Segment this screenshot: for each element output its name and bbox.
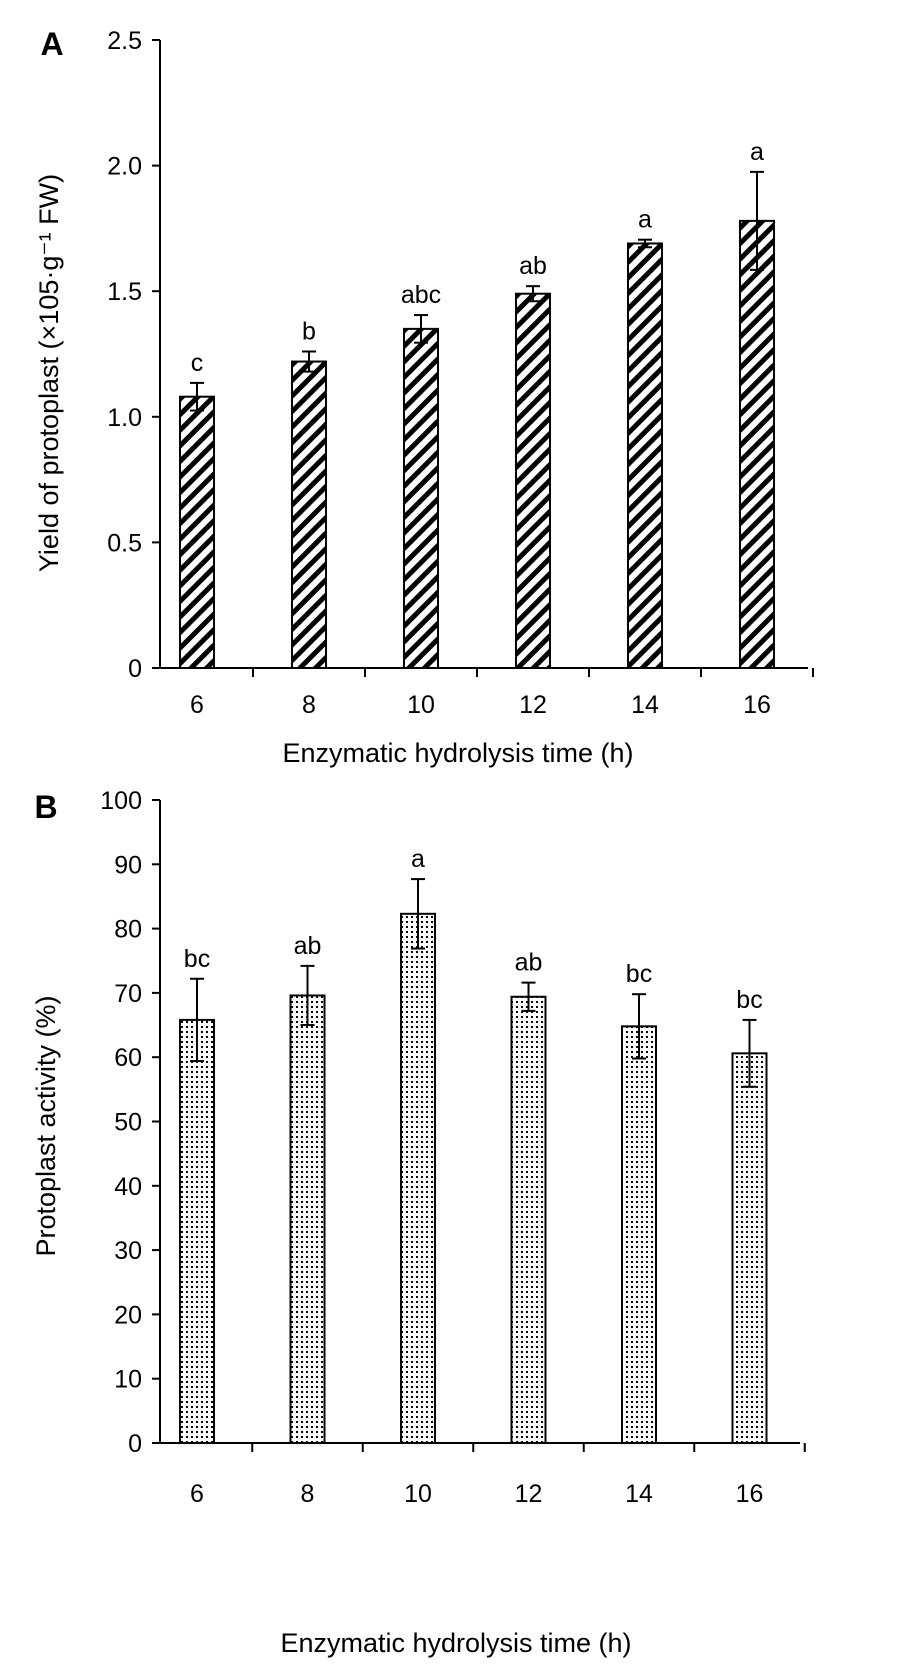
- panel-a-y-tick-label: 2.5: [107, 27, 142, 55]
- panel-a-error-bar-16: [750, 170, 764, 271]
- panel-a-error-bar-14: [638, 238, 652, 249]
- panel-b-bar-14: [621, 1025, 657, 1445]
- panel-b-y-tick-label: 50: [114, 1109, 142, 1137]
- panel-a-y-tick-label: 0.5: [107, 529, 142, 557]
- panel-b-error-bar-12: [521, 981, 536, 1012]
- panel-a-significance-label-6: c: [191, 349, 204, 377]
- panel-b-y-tick-label: 20: [114, 1301, 142, 1329]
- panel-a-bar-10: [403, 327, 439, 669]
- panel-a-x-tick-label: 12: [519, 691, 547, 719]
- panel-a-y-tick-label: 0: [128, 655, 142, 683]
- panel-b-y-axis-title: Protoplast activity (%): [31, 995, 61, 1256]
- panel-a-x-tick-label: 10: [407, 691, 435, 719]
- panel-b-x-tick-label: 8: [301, 1480, 315, 1508]
- panel-b-x-axis-title: Enzymatic hydrolysis time (h): [280, 1628, 631, 1658]
- panel-a-y-tick-label: 1.5: [107, 278, 142, 306]
- panel-b-significance-label-10: a: [411, 845, 425, 873]
- panel-b-significance-label-12: ab: [515, 949, 543, 977]
- panel-a-error-bar-8: [302, 350, 316, 373]
- panel-b-error-bar-6: [190, 977, 204, 1063]
- panel-a-bar-14: [627, 242, 663, 670]
- panel-a-x-axis-title: Enzymatic hydrolysis time (h): [282, 738, 633, 768]
- panel-a-error-bar-10: [414, 314, 428, 344]
- panel-b-x-tick-label: 6: [190, 1480, 204, 1508]
- panel-a-x-tick-label: 6: [190, 691, 204, 719]
- panel-b-error-bar-14: [632, 993, 646, 1060]
- panel-b-axes: 0 10 20 30 40 50 60 70 80 90 100: [100, 787, 806, 1458]
- panel-b-error-bar-10: [411, 878, 425, 950]
- panel-b-bar-6: [179, 1018, 215, 1444]
- panel-b-x-tick-label: 12: [515, 1480, 543, 1508]
- panel-b-letter: B: [34, 789, 57, 825]
- panel-a-significance-label-16: a: [750, 138, 764, 166]
- panel-b-y-tick-label: 80: [114, 916, 142, 944]
- panel-a-error-bar-6: [190, 381, 204, 412]
- panel-a-chart: A Yield of protoplast (×105·g⁻¹ FW) Enzy…: [34, 26, 814, 768]
- panel-b-y-tick-label: 100: [100, 787, 142, 815]
- panel-a-significance-label-12: ab: [519, 252, 547, 280]
- panel-b-error-bar-8: [300, 964, 315, 1027]
- panel-b-significance-label-8: ab: [294, 932, 322, 960]
- panel-b-y-tick-label: 10: [114, 1366, 142, 1394]
- panel-b-y-tick-label: 40: [114, 1173, 142, 1201]
- panel-a-x-tick-label: 16: [743, 691, 771, 719]
- panel-a-bar-16: [739, 219, 775, 669]
- panel-a-significance-label-8: b: [302, 317, 316, 345]
- panel-b-significance-label-16: bc: [736, 986, 762, 1014]
- panel-b-bar-16: [731, 1052, 768, 1445]
- panel-b-chart: B Protoplast activity (%) Enzymatic hydr…: [31, 787, 806, 1658]
- panel-b-significance-label-6: bc: [184, 945, 210, 973]
- panel-b-y-tick-label: 30: [114, 1237, 142, 1265]
- panel-b-y-tick-label: 60: [114, 1044, 142, 1072]
- panel-a-y-tick-label: 2.0: [107, 153, 142, 181]
- panel-a-bar-12: [515, 292, 551, 669]
- panel-b-x-tick-label: 14: [625, 1480, 653, 1508]
- panel-b-x-tick-label: 16: [736, 1480, 764, 1508]
- panel-b-significance-label-14: bc: [626, 960, 652, 988]
- panel-b-y-tick-label: 90: [114, 851, 142, 879]
- panel-a-axes: 0 0.5 1.0 1.5 2.0 2.5: [107, 27, 814, 683]
- panel-b-error-bar-16: [742, 1018, 757, 1088]
- panel-a-error-bar-12: [526, 285, 540, 303]
- panel-a-x-tick-label: 8: [302, 691, 316, 719]
- panel-b-bar-8: [289, 994, 326, 1444]
- panel-b-x-tick-label: 10: [404, 1480, 432, 1508]
- panel-a-significance-label-14: a: [638, 206, 652, 234]
- panel-a-letter: A: [40, 26, 63, 62]
- panel-a-bar-6: [179, 395, 215, 669]
- panel-b-bar-10: [400, 912, 436, 1444]
- panel-b-y-tick-label: 70: [114, 980, 142, 1008]
- panel-a-significance-label-10: abc: [401, 281, 441, 309]
- panel-a-x-tick-label: 14: [631, 691, 659, 719]
- panel-b-y-tick-label: 0: [128, 1430, 142, 1458]
- panel-a-y-tick-label: 1.0: [107, 404, 142, 432]
- panel-b-bar-12: [510, 995, 547, 1444]
- panel-a-bar-8: [291, 360, 327, 669]
- panel-a-y-axis-title: Yield of protoplast (×105·g⁻¹ FW): [34, 174, 64, 572]
